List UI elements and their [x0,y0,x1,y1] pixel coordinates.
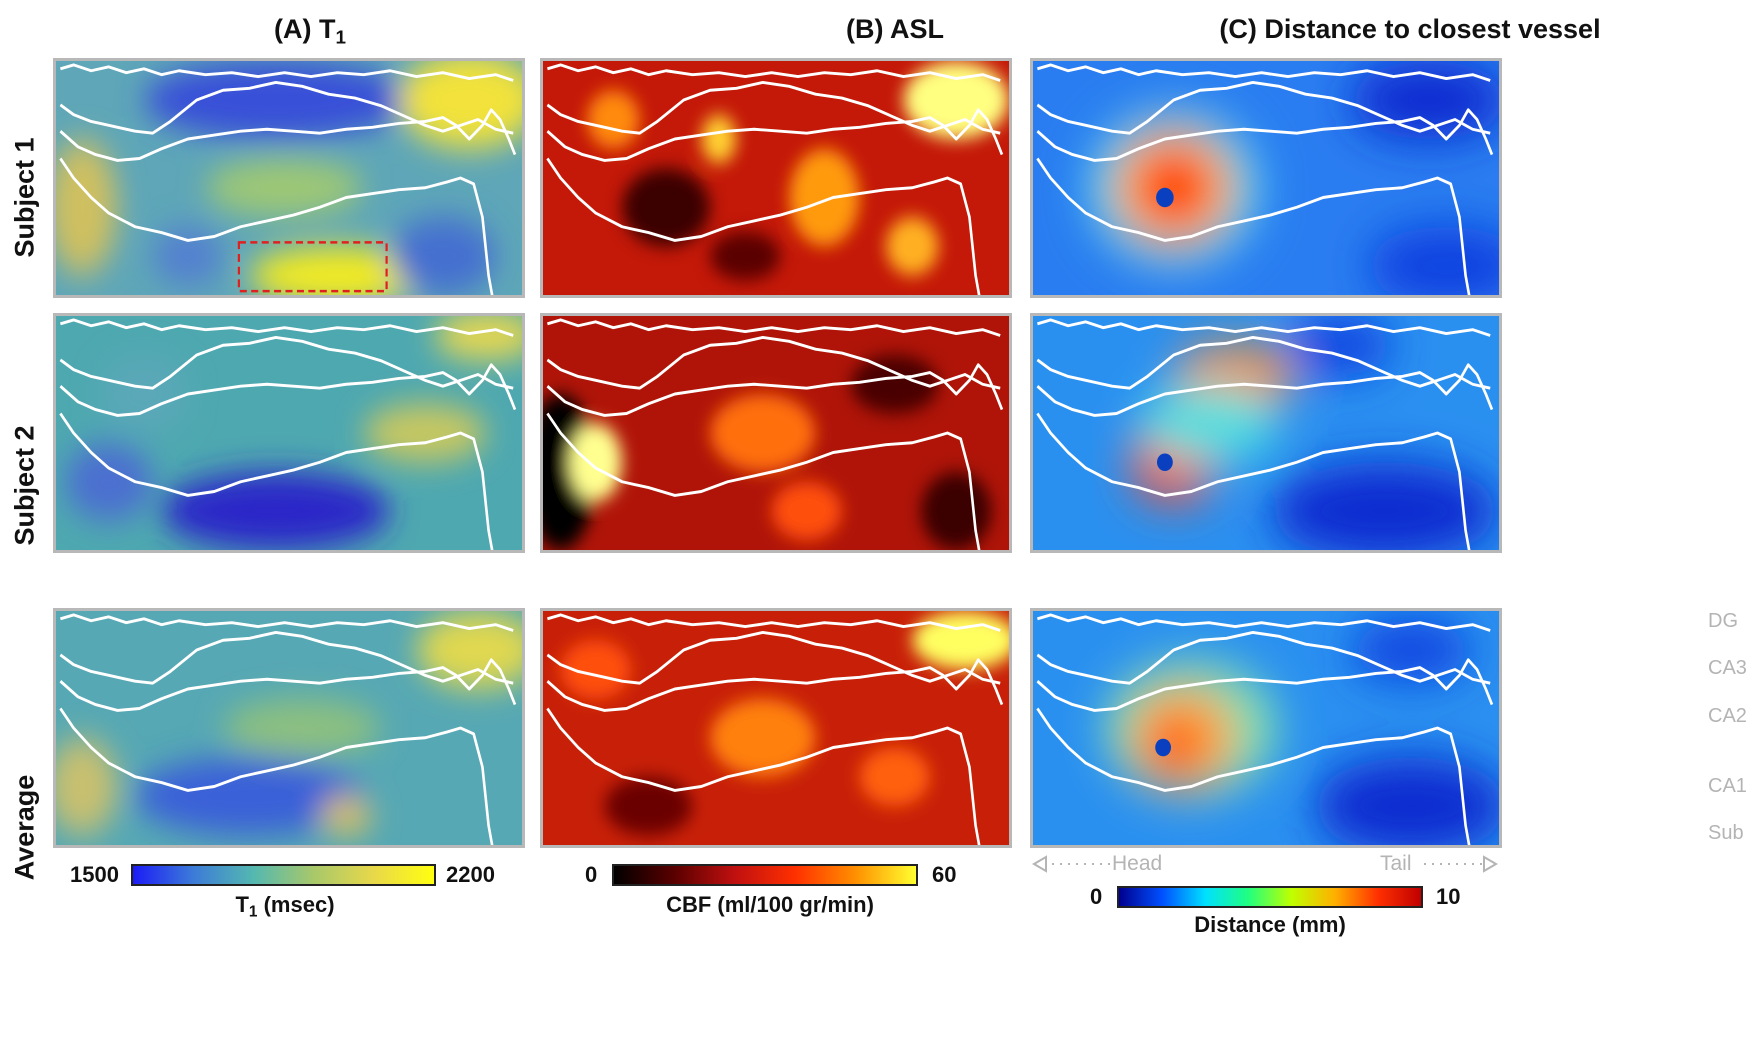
cbf-colorbar [612,864,918,886]
distance-colorbar-label: Distance (mm) [1194,912,1346,937]
row-title-average: Average [9,774,40,881]
distance-colorbar-max: 10 [1436,884,1461,909]
column-title-t1: (A) T1 [210,14,410,50]
cbf-colorbar-min: 0 [585,862,598,887]
subfield-label-ca1: CA1 [1708,775,1747,797]
head-arrow-icon [1032,855,1116,873]
column-title-t1-text: (A) T [274,14,336,44]
panel-asl-subject-1 [540,58,1012,298]
subfield-label-sub: Sub [1708,822,1744,844]
panel-t1-subject-1 [53,58,525,298]
cbf-colorbar-label: CBF (ml/100 gr/min) [666,892,874,917]
subfield-label-ca3: CA3 [1708,657,1747,679]
panel-asl-subject-2 [540,313,1012,553]
t1-label-subscript: 1 [248,903,258,921]
tail-label: Tail [1380,852,1412,875]
head-label: Head [1112,852,1163,875]
panel-t1-average [53,608,525,848]
panel-distance-subject-1 [1030,58,1502,298]
column-title-distance: (C) Distance to closest vessel [1219,14,1601,44]
row-title-subject-1: Subject 1 [9,137,40,258]
t1-colorbar-label: T1 (msec) [180,892,390,922]
roi-box [237,241,388,293]
t1-colorbar [131,864,436,886]
subfield-label-ca2: CA2 [1708,705,1747,727]
column-title-asl: (B) ASL [846,14,944,44]
t1-colorbar-max: 2200 [446,862,495,887]
column-title-t1-subscript: 1 [335,27,346,49]
cbf-colorbar-max: 60 [932,862,957,887]
panel-distance-subject-2 [1030,313,1502,553]
tail-arrow-icon [1424,855,1498,873]
t1-label-unit: (msec) [257,892,335,917]
t1-colorbar-min: 1500 [70,862,119,887]
panel-t1-subject-2 [53,313,525,553]
row-title-subject-2: Subject 2 [9,425,40,546]
subfield-label-dg: DG [1708,610,1738,632]
distance-colorbar-min: 0 [1090,884,1103,909]
t1-label-text: T [235,892,249,917]
sub-arrow-icon [1662,829,1704,843]
distance-colorbar [1117,886,1423,908]
panel-asl-average [540,608,1012,848]
panel-distance-average [1030,608,1502,848]
